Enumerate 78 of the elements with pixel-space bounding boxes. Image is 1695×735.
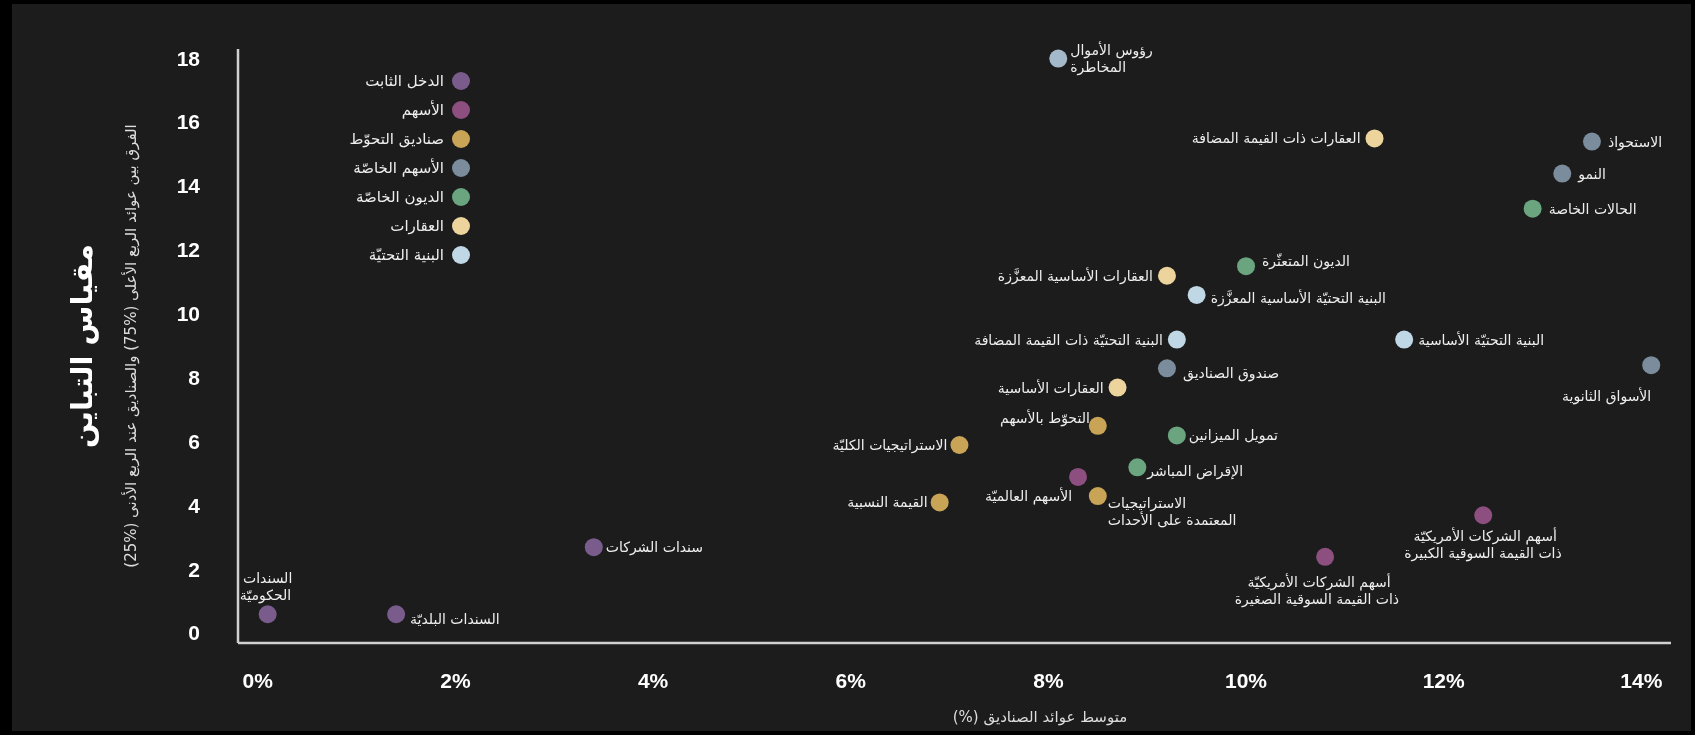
- y-tick-label: 16: [176, 110, 200, 134]
- y-tick-label: 4: [188, 493, 201, 517]
- annotation: السندات البلديّة: [410, 611, 500, 628]
- point: [1187, 285, 1206, 304]
- point: [1237, 257, 1256, 276]
- y-tick-label: 0: [188, 621, 200, 645]
- annotation: تمويل الميزانين: [1188, 427, 1278, 445]
- point: [1553, 164, 1572, 183]
- y-axis-title: مقياس التباين: [65, 243, 99, 449]
- y-tick-label: 14: [176, 174, 201, 198]
- x-tick-label: 10%: [1225, 669, 1268, 692]
- legend-label: العقارات: [390, 217, 444, 235]
- y-tick-label: 10: [176, 302, 200, 326]
- annotation: القيمة النسبية: [847, 494, 928, 511]
- annotation: الاستراتيجيات المعتمدة على الأحداث: [1107, 495, 1241, 529]
- y-tick-label: 2: [188, 557, 200, 581]
- legend-label: البنية التحتيّة: [368, 246, 444, 264]
- annotation: الاستحواذ: [1607, 133, 1663, 151]
- point: [387, 605, 406, 624]
- point: [1582, 132, 1601, 151]
- annotation: أسهم الشركات الأمريكيّة ذات القيمة السوقية الصغيرة: [1234, 572, 1404, 608]
- point: [1395, 330, 1414, 349]
- annotation: أسهم الشركات الأمريكيّة ذات القيمة السوقية الكبيرة: [1404, 527, 1567, 563]
- annotation: الاستراتيجيات الكليّة: [832, 437, 948, 454]
- x-tick-label: 8%: [1033, 669, 1064, 692]
- annotation: الديون المتعثّرة: [1262, 253, 1350, 271]
- annotation: البنية التحتيّة ذات القيمة المضافة: [974, 331, 1163, 348]
- point: [1128, 458, 1147, 477]
- legend-label: الأسهم: [401, 100, 444, 119]
- x-tick-label: 4%: [637, 669, 669, 692]
- annotation: صندوق الصناديق: [1182, 365, 1280, 383]
- x-tick-label: 12%: [1422, 669, 1466, 692]
- x-tick-label: 0%: [242, 669, 274, 692]
- point: [950, 436, 969, 454]
- annotation: العقارات الأساسية المعزَّزة: [997, 266, 1153, 285]
- point: [1157, 266, 1176, 285]
- legend-label: صناديق التحوّط: [349, 130, 444, 148]
- annotation: العقارات الأساسية: [997, 378, 1104, 397]
- point: [1088, 487, 1107, 506]
- legend-label: الدخل الثابت: [365, 72, 444, 90]
- annotation: البنية التحتيّة الأساسية: [1418, 330, 1545, 348]
- point: [1523, 199, 1542, 218]
- x-axis-title: متوسط عوائد الصناديق (%): [952, 708, 1128, 726]
- point: [1167, 426, 1186, 445]
- annotation: الإقراض المباشر: [1146, 463, 1244, 481]
- point: [1069, 467, 1088, 486]
- text: الفرق بين عوائد الربع الأعلى (%75) والصناديق عند الربع الأدنى (%25): [121, 124, 140, 568]
- point: [1049, 49, 1068, 68]
- y-tick-label: 6: [188, 429, 200, 453]
- annotation: العقارات ذات القيمة المضافة: [1191, 130, 1361, 148]
- annotation: التحوّط بالأسهم: [1000, 408, 1090, 427]
- annotation: السندات الحكوميّة: [239, 570, 296, 605]
- point: [584, 538, 603, 557]
- y-tick-label: 12: [176, 238, 200, 262]
- point: [1167, 330, 1186, 349]
- annotation: البنية التحتيّة الأساسية المعزَّزة: [1210, 288, 1386, 307]
- annotation: رؤوس الأموال المخاطرة: [1070, 40, 1153, 76]
- x-tick-label: 2%: [440, 669, 471, 692]
- point: [930, 493, 949, 512]
- legend-label: الأسهم الخاصّة: [353, 158, 444, 177]
- x-tick-label: 6%: [835, 669, 867, 692]
- annotation: سندات الشركات: [605, 539, 704, 557]
- y-tick-label: 18: [176, 46, 201, 70]
- x-tick-label: 14%: [1620, 669, 1663, 692]
- y-tick-label: 8: [188, 365, 201, 389]
- annotation: الحالات الخاصة: [1548, 200, 1637, 217]
- annotation: الأسواق الثانوية: [1562, 387, 1652, 406]
- point: [1365, 129, 1384, 148]
- legend-label: الديون الخاصّة: [355, 188, 444, 206]
- point: [1316, 547, 1335, 566]
- point: [1642, 356, 1661, 375]
- point: [1474, 506, 1493, 525]
- point: [1157, 359, 1176, 378]
- point: [258, 605, 277, 624]
- annotation: الأسهم العالميّة: [984, 486, 1073, 505]
- annotation: النمو: [1577, 165, 1607, 183]
- point: [1108, 378, 1127, 397]
- point: [1088, 416, 1107, 435]
